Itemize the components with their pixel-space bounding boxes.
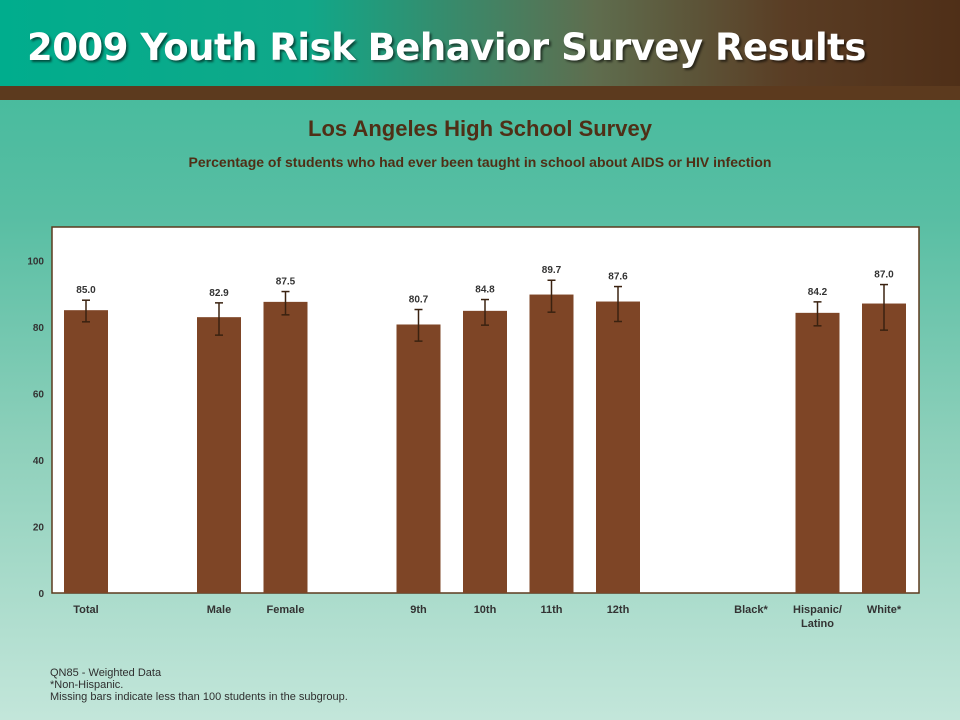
data-label: 89.7 [542,265,562,276]
x-tick-label: White* [867,604,902,616]
x-tick-label: Male [207,604,231,616]
x-tick-label: 10th [474,604,497,616]
data-label: 87.5 [276,277,296,288]
data-label: 87.6 [608,272,628,283]
x-tick-label: Latino [801,618,834,630]
page-title: 2009 Youth Risk Behavior Survey Results [27,26,866,69]
bar [862,303,906,593]
data-label: 80.7 [409,295,429,306]
y-tick-label: 100 [27,256,44,267]
header-banner: 2009 Youth Risk Behavior Survey Results [0,0,960,86]
data-label: 84.2 [808,287,828,298]
data-label: 87.0 [874,270,894,281]
chart-subtitle: Percentage of students who had ever been… [188,154,772,170]
footnote-non-hispanic: *Non-Hispanic. [50,679,124,691]
y-tick-label: 20 [33,522,45,533]
y-tick-label: 80 [33,323,45,334]
data-label: 82.9 [209,288,229,299]
y-tick-label: 60 [33,389,45,400]
x-tick-label: Black* [734,604,768,616]
y-tick-label: 0 [38,589,44,600]
x-tick-label: Female [267,604,305,616]
footnotes: QN85 - Weighted Data *Non-Hispanic. Miss… [50,667,348,703]
chart-title: Los Angeles High School Survey [308,116,652,141]
y-tick-label: 40 [33,456,45,467]
bar [396,324,441,593]
bar [197,317,241,593]
x-tick-label: Hispanic/ [793,604,842,616]
header-divider [0,86,960,100]
x-tick-label: 11th [540,604,562,616]
x-tick-label: Total [73,604,98,616]
data-label: 85.0 [76,285,96,296]
bar [263,301,308,593]
bar [64,310,108,593]
bar [463,310,507,593]
footnote-data-source: QN85 - Weighted Data [50,667,162,679]
bar [795,312,840,593]
x-tick-label: 12th [607,604,630,616]
data-label: 84.8 [475,285,495,296]
bar [529,294,574,593]
x-tick-label: 9th [410,604,427,616]
footnote-missing-bars: Missing bars indicate less than 100 stud… [50,691,348,703]
bar [596,301,640,593]
